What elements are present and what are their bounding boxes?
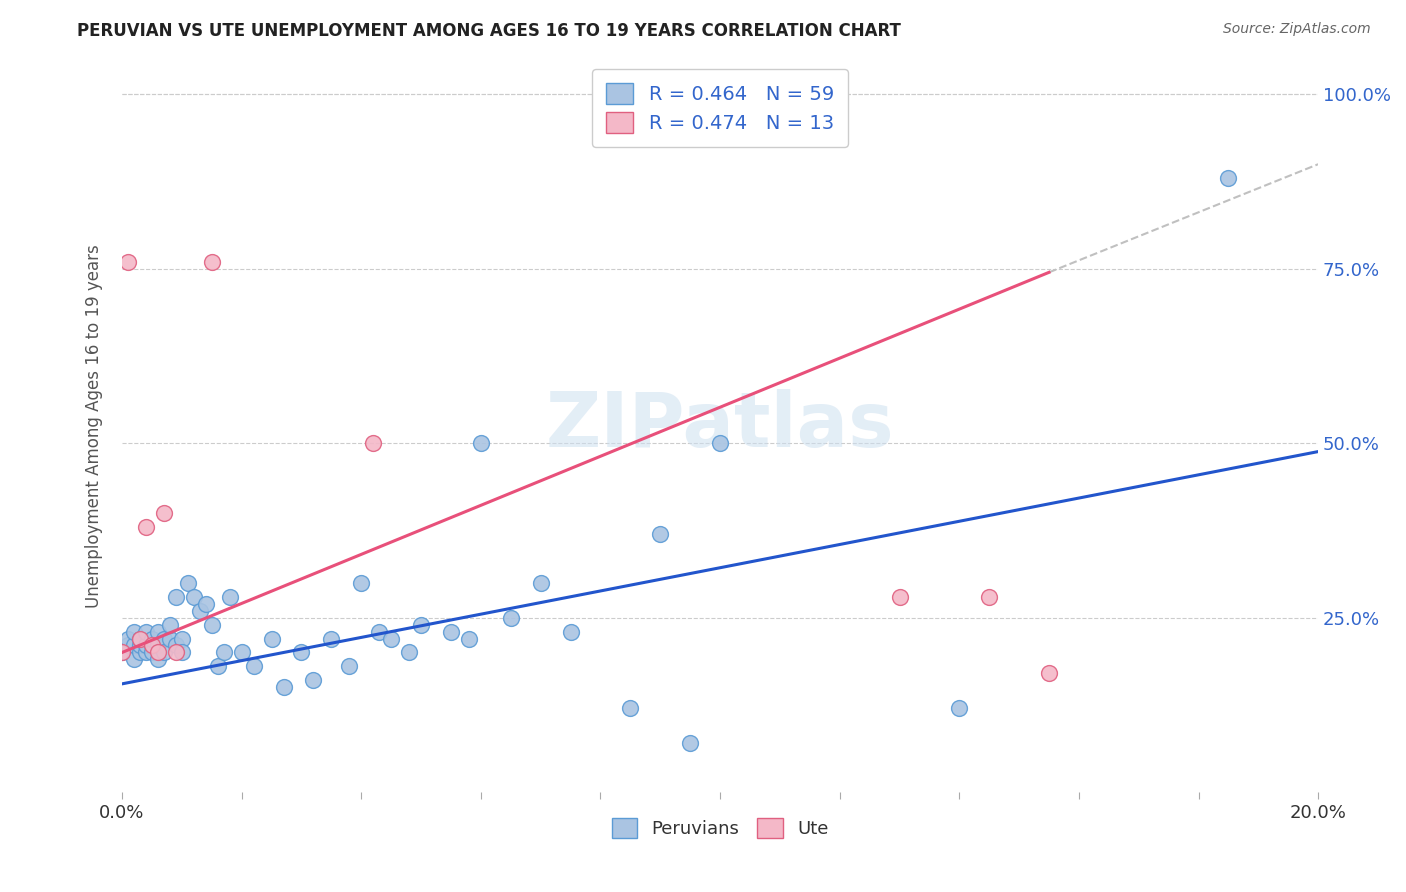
- Point: [207, 659, 229, 673]
- Point: [302, 673, 325, 688]
- Point: [499, 610, 522, 624]
- Point: [159, 632, 181, 646]
- Point: [560, 624, 582, 639]
- Point: [165, 590, 187, 604]
- Point: [1038, 666, 1060, 681]
- Text: ZIPatlas: ZIPatlas: [546, 389, 894, 463]
- Point: [177, 575, 200, 590]
- Point: [141, 645, 163, 659]
- Point: [948, 701, 970, 715]
- Point: [321, 632, 343, 646]
- Point: [146, 645, 169, 659]
- Point: [242, 659, 264, 673]
- Point: [135, 639, 157, 653]
- Point: [212, 645, 235, 659]
- Point: [141, 632, 163, 646]
- Point: [111, 645, 134, 659]
- Point: [153, 506, 176, 520]
- Point: [146, 639, 169, 653]
- Point: [368, 624, 391, 639]
- Point: [409, 617, 432, 632]
- Point: [135, 520, 157, 534]
- Point: [165, 645, 187, 659]
- Point: [231, 645, 253, 659]
- Point: [141, 639, 163, 653]
- Point: [979, 590, 1001, 604]
- Point: [111, 645, 134, 659]
- Point: [398, 645, 420, 659]
- Point: [218, 590, 240, 604]
- Point: [470, 436, 492, 450]
- Point: [146, 624, 169, 639]
- Point: [650, 527, 672, 541]
- Point: [129, 632, 152, 646]
- Point: [440, 624, 463, 639]
- Point: [361, 436, 384, 450]
- Point: [350, 575, 373, 590]
- Point: [273, 681, 295, 695]
- Point: [129, 645, 152, 659]
- Point: [135, 624, 157, 639]
- Point: [290, 645, 312, 659]
- Point: [117, 639, 139, 653]
- Point: [122, 624, 145, 639]
- Point: [380, 632, 402, 646]
- Text: Source: ZipAtlas.com: Source: ZipAtlas.com: [1223, 22, 1371, 37]
- Point: [183, 590, 205, 604]
- Point: [458, 632, 481, 646]
- Point: [129, 639, 152, 653]
- Point: [1218, 171, 1240, 186]
- Point: [170, 632, 193, 646]
- Point: [153, 645, 176, 659]
- Point: [194, 597, 217, 611]
- Point: [530, 575, 553, 590]
- Point: [117, 632, 139, 646]
- Point: [135, 645, 157, 659]
- Point: [679, 736, 702, 750]
- Point: [146, 652, 169, 666]
- Point: [129, 632, 152, 646]
- Text: PERUVIAN VS UTE UNEMPLOYMENT AMONG AGES 16 TO 19 YEARS CORRELATION CHART: PERUVIAN VS UTE UNEMPLOYMENT AMONG AGES …: [77, 22, 901, 40]
- Point: [201, 617, 224, 632]
- Point: [122, 639, 145, 653]
- Point: [260, 632, 283, 646]
- Point: [159, 617, 181, 632]
- Point: [188, 604, 211, 618]
- Point: [153, 632, 176, 646]
- Point: [337, 659, 360, 673]
- Point: [201, 255, 224, 269]
- Point: [709, 436, 731, 450]
- Point: [141, 639, 163, 653]
- Y-axis label: Unemployment Among Ages 16 to 19 years: Unemployment Among Ages 16 to 19 years: [86, 244, 103, 607]
- Point: [165, 639, 187, 653]
- Point: [122, 652, 145, 666]
- Point: [170, 645, 193, 659]
- Point: [619, 701, 641, 715]
- Legend: Peruvians, Ute: Peruvians, Ute: [605, 811, 835, 846]
- Point: [117, 255, 139, 269]
- Point: [889, 590, 911, 604]
